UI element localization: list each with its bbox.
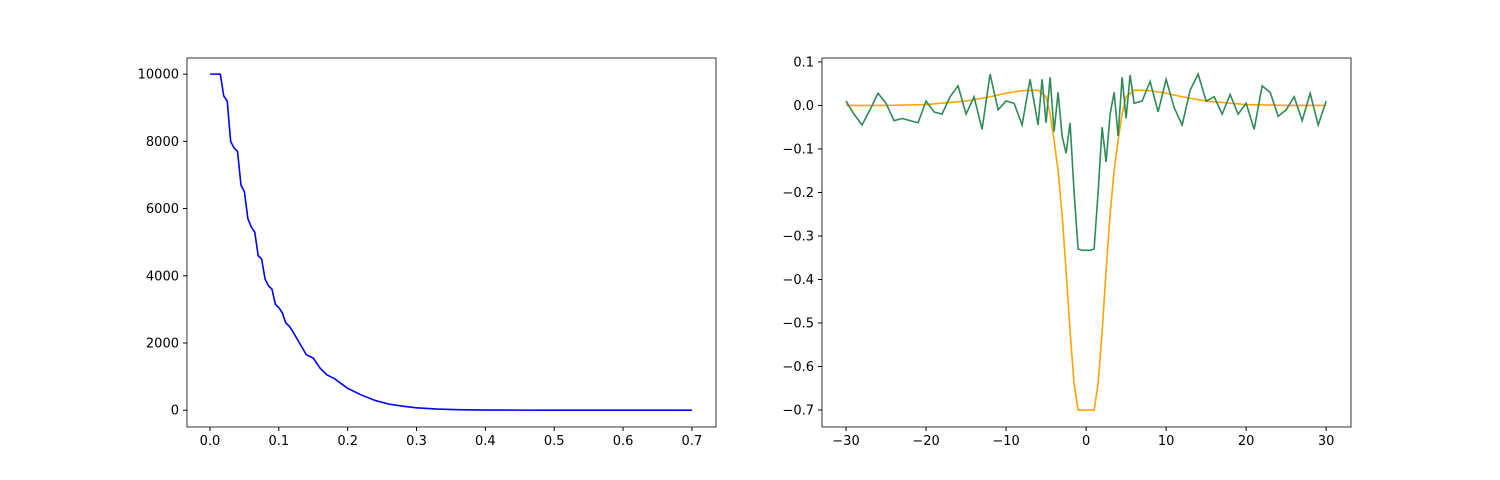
x-tick-label: −10 (992, 434, 1019, 449)
axes-frame (186, 57, 717, 428)
x-tick-label: 0.4 (475, 434, 496, 449)
x-tick-label: 0.7 (682, 434, 703, 449)
y-tick-label: 8000 (146, 135, 179, 150)
y-tick-label: 0.0 (793, 99, 814, 114)
y-tick-label: −0.3 (782, 229, 814, 244)
x-tick-label: 0.2 (337, 434, 358, 449)
x-tick-label: 0.6 (613, 434, 634, 449)
y-tick-label: −0.7 (782, 404, 814, 419)
x-tick-label: 30 (1318, 434, 1335, 449)
axes-frame (821, 57, 1352, 428)
line (209, 73, 692, 411)
x-tick-label: 0 (1082, 434, 1090, 449)
y-tick-label: 2000 (146, 336, 179, 351)
x-tick-label: −20 (912, 434, 939, 449)
y-tick-label: −0.4 (782, 273, 814, 288)
y-tick-label: 0 (171, 404, 179, 419)
x-tick-label: 20 (1238, 434, 1255, 449)
x-tick-label: 0.3 (406, 434, 427, 449)
line (846, 89, 1327, 411)
y-tick-label: −0.2 (782, 186, 814, 201)
x-tick-label: −30 (832, 434, 859, 449)
y-tick-label: 6000 (146, 202, 179, 217)
y-tick-label: 10000 (138, 68, 179, 83)
y-tick-label: −0.1 (782, 142, 814, 157)
x-tick-label: 10 (1158, 434, 1175, 449)
y-tick-label: −0.6 (782, 360, 814, 375)
x-tick-label: 0.0 (200, 434, 221, 449)
y-tick-label: 0.1 (793, 55, 814, 70)
y-tick-label: −0.5 (782, 317, 814, 332)
x-tick-label: 0.5 (544, 434, 565, 449)
line (845, 71, 1327, 252)
x-tick-label: 0.1 (268, 434, 289, 449)
y-tick-label: 4000 (146, 269, 179, 284)
